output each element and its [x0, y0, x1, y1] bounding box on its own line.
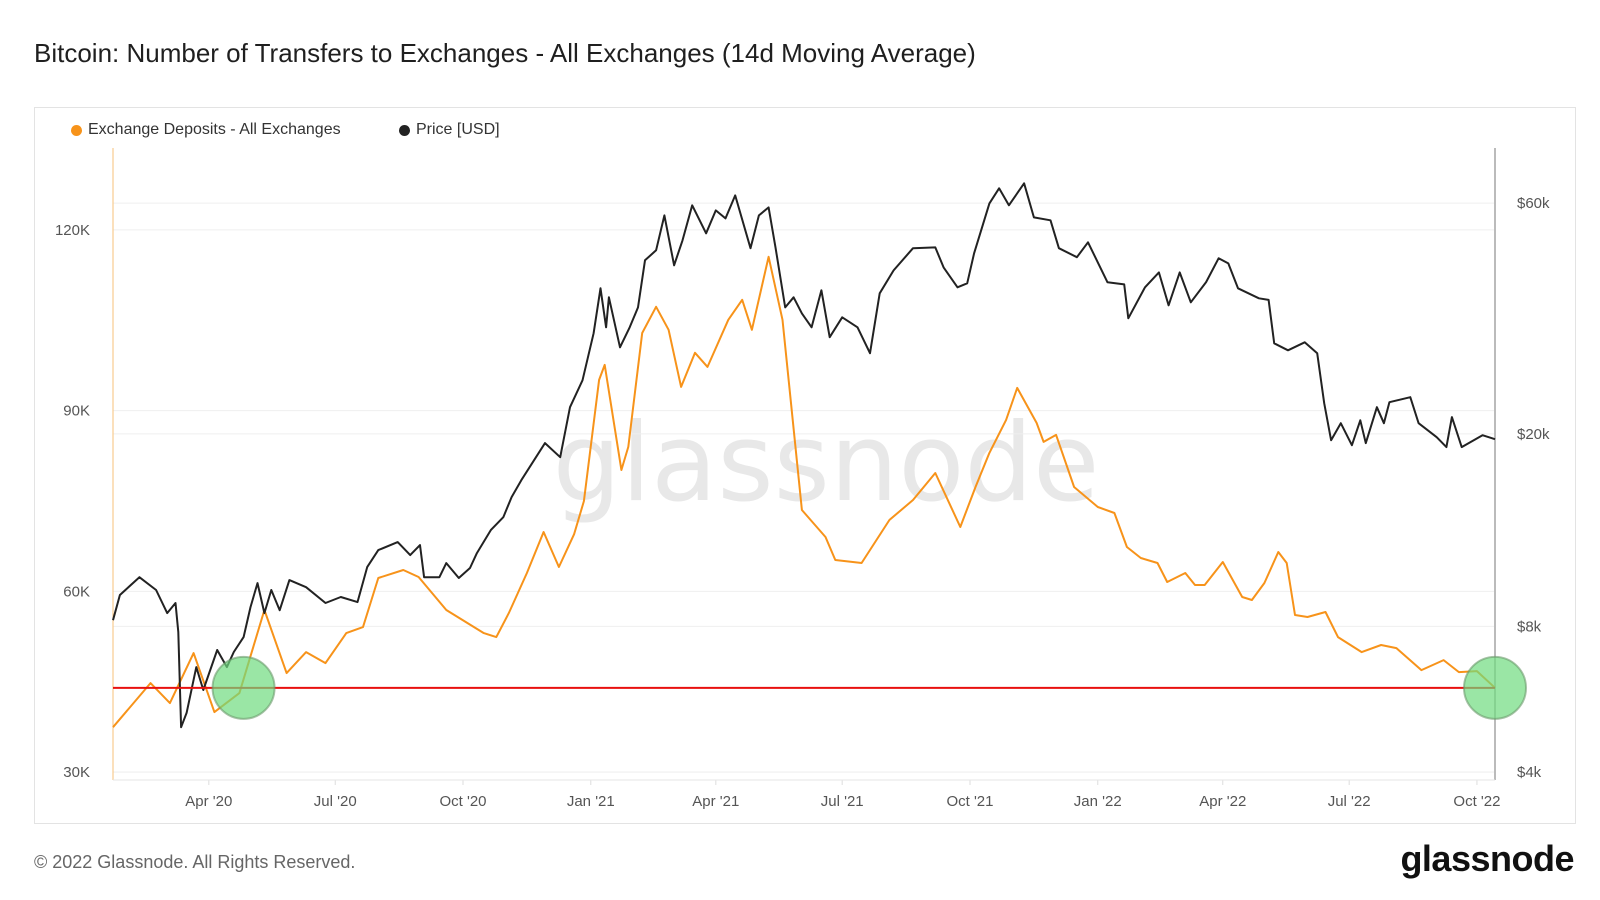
y-left-tick-label: 120K: [55, 222, 90, 239]
price-line: [112, 182, 1496, 729]
x-tick-label: Oct '20: [439, 793, 486, 810]
black-dot-icon: [399, 124, 410, 136]
legend-label: Exchange Deposits - All Exchanges: [88, 121, 341, 138]
y-right-tick-label: $4k: [1517, 764, 1542, 781]
y-left-tick-label: 30K: [63, 764, 90, 781]
legend-item-exchange-deposits[interactable]: Exchange Deposits - All Exchanges: [71, 121, 341, 139]
highlight-circle: [1463, 655, 1527, 720]
y-left-tick-label: 60K: [63, 583, 90, 600]
chart-title: Bitcoin: Number of Transfers to Exchange…: [34, 38, 976, 68]
legend-item-price[interactable]: Price [USD]: [399, 121, 500, 139]
copyright: © 2022 Glassnode. All Rights Reserved.: [34, 852, 356, 872]
x-tick-label: Jul '22: [1328, 793, 1371, 810]
y-right-tick-label: $20k: [1517, 426, 1550, 443]
watermark: glassnode: [553, 401, 1100, 526]
y-right-tick-label: $8k: [1517, 618, 1542, 635]
x-tick-label: Oct '22: [1453, 793, 1500, 810]
x-tick-label: Apr '21: [692, 793, 739, 810]
x-tick-label: Jan '21: [567, 793, 615, 810]
y-right-tick-label: $60k: [1517, 195, 1550, 212]
x-tick-label: Apr '22: [1199, 793, 1246, 810]
glassnode-logo[interactable]: glassnode: [1400, 838, 1574, 879]
x-tick-label: Oct '21: [946, 793, 993, 810]
x-tick-label: Jul '21: [821, 793, 864, 810]
x-tick-label: Apr '20: [185, 793, 232, 810]
x-tick-label: Jul '20: [314, 793, 357, 810]
x-tick-label: Jan '22: [1074, 793, 1122, 810]
legend-label: Price [USD]: [416, 121, 500, 138]
chart-panel: [34, 107, 1576, 824]
y-left-tick-label: 90K: [63, 403, 90, 420]
orange-dot-icon: [71, 124, 82, 136]
highlight-circle: [211, 655, 276, 720]
exchange-deposits-line: [112, 255, 1496, 728]
